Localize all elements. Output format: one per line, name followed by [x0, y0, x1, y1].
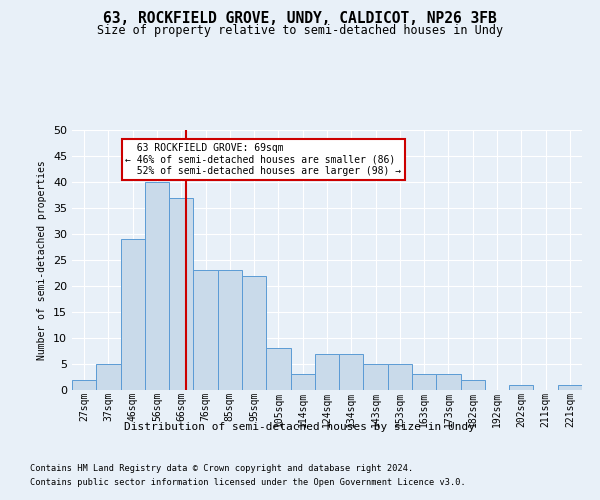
Bar	[290, 374, 315, 390]
Bar	[461, 380, 485, 390]
Bar	[558, 385, 582, 390]
Y-axis label: Number of semi-detached properties: Number of semi-detached properties	[37, 160, 47, 360]
Bar	[388, 364, 412, 390]
Text: Contains HM Land Registry data © Crown copyright and database right 2024.: Contains HM Land Registry data © Crown c…	[30, 464, 413, 473]
Bar	[266, 348, 290, 390]
Text: Contains public sector information licensed under the Open Government Licence v3: Contains public sector information licen…	[30, 478, 466, 487]
Bar	[339, 354, 364, 390]
Bar	[145, 182, 169, 390]
Bar	[509, 385, 533, 390]
Bar	[218, 270, 242, 390]
Bar	[121, 239, 145, 390]
Bar	[242, 276, 266, 390]
Bar	[193, 270, 218, 390]
Text: 63 ROCKFIELD GROVE: 69sqm
← 46% of semi-detached houses are smaller (86)
  52% o: 63 ROCKFIELD GROVE: 69sqm ← 46% of semi-…	[125, 143, 401, 176]
Bar	[72, 380, 96, 390]
Bar	[436, 374, 461, 390]
Bar	[364, 364, 388, 390]
Bar	[315, 354, 339, 390]
Bar	[169, 198, 193, 390]
Text: 63, ROCKFIELD GROVE, UNDY, CALDICOT, NP26 3FB: 63, ROCKFIELD GROVE, UNDY, CALDICOT, NP2…	[103, 11, 497, 26]
Bar	[96, 364, 121, 390]
Text: Distribution of semi-detached houses by size in Undy: Distribution of semi-detached houses by …	[125, 422, 476, 432]
Text: Size of property relative to semi-detached houses in Undy: Size of property relative to semi-detach…	[97, 24, 503, 37]
Bar	[412, 374, 436, 390]
